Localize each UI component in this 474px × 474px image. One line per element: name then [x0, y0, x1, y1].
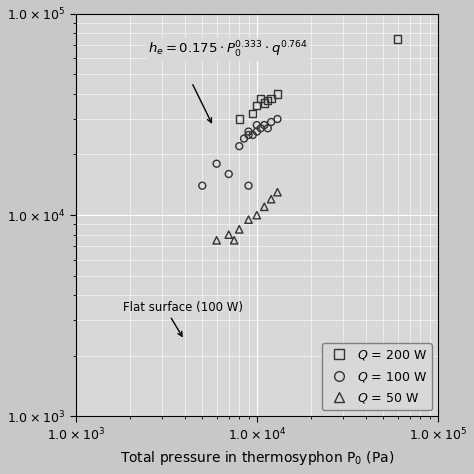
Point: [253, 121, 261, 129]
Point: [253, 102, 261, 109]
Point: [249, 131, 256, 139]
Point: [199, 182, 206, 190]
Point: [264, 97, 272, 104]
Point: [273, 90, 281, 98]
Point: [261, 99, 268, 107]
Point: [253, 128, 261, 136]
X-axis label: Total pressure in thermosyphon P$_0$ (Pa): Total pressure in thermosyphon P$_0$ (Pa…: [119, 449, 394, 467]
Point: [225, 231, 233, 238]
Point: [261, 121, 268, 129]
Point: [236, 226, 243, 233]
Point: [245, 128, 252, 136]
Point: [261, 203, 268, 210]
Point: [213, 160, 220, 167]
Point: [213, 237, 220, 244]
Point: [264, 125, 272, 132]
Point: [245, 182, 252, 190]
Point: [273, 188, 281, 196]
Point: [257, 95, 264, 102]
Point: [240, 135, 248, 142]
Point: [273, 115, 281, 123]
Point: [225, 170, 233, 178]
Point: [394, 35, 401, 43]
Point: [230, 237, 238, 244]
Point: [236, 115, 243, 123]
Text: $h_e = 0.175 \cdot P_0^{0.333} \cdot q^{0.764}$: $h_e = 0.175 \cdot P_0^{0.333} \cdot q^{…: [148, 40, 308, 60]
Point: [267, 118, 275, 126]
Point: [267, 95, 275, 102]
Point: [249, 109, 256, 117]
Point: [245, 216, 252, 223]
Point: [257, 125, 264, 132]
Point: [267, 195, 275, 203]
Point: [253, 211, 261, 219]
Point: [236, 142, 243, 150]
Point: [245, 131, 252, 139]
Legend: $Q$ = 200 W, $Q$ = 100 W, $Q$ = 50 W: $Q$ = 200 W, $Q$ = 100 W, $Q$ = 50 W: [322, 343, 432, 410]
Text: Flat surface (100 W): Flat surface (100 W): [123, 301, 243, 314]
